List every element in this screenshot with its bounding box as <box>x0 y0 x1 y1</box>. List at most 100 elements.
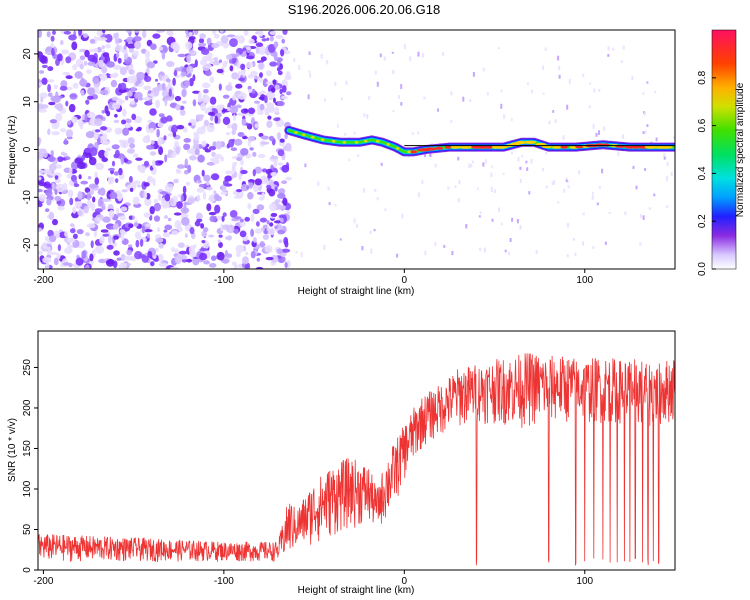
noise-blob <box>235 244 245 253</box>
noise-blob <box>158 242 164 249</box>
noise-blob <box>166 115 173 122</box>
noise-speck <box>362 187 365 193</box>
noise-speck <box>553 180 556 185</box>
noise-blob <box>215 140 223 150</box>
noise-blob <box>147 250 153 259</box>
ridge-core <box>311 135 315 139</box>
noise-blob <box>243 30 249 36</box>
noise-blob <box>277 162 284 166</box>
noise-blob <box>177 53 187 58</box>
noise-blob <box>80 89 85 97</box>
noise-blob <box>252 208 260 215</box>
noise-blob <box>172 77 176 86</box>
noise-speck <box>479 247 482 252</box>
noise-blob <box>47 84 51 93</box>
noise-blob <box>144 197 152 207</box>
noise-speck <box>542 65 545 70</box>
noise-blob <box>220 223 224 232</box>
noise-speck <box>567 223 569 228</box>
noise-blob <box>194 30 199 35</box>
noise-speck <box>504 249 507 253</box>
noise-blob <box>208 234 215 238</box>
noise-speck <box>519 166 522 170</box>
noise-blob <box>202 191 207 200</box>
noise-blob <box>270 172 278 177</box>
noise-blob <box>113 119 120 124</box>
noise-blob <box>194 148 200 156</box>
noise-blob <box>257 154 266 158</box>
noise-blob <box>232 94 237 101</box>
noise-blob <box>133 222 139 227</box>
noise-blob <box>67 120 72 126</box>
noise-blob <box>218 83 222 91</box>
spectrogram-x-ticks: -200 -100 0 100 <box>33 269 594 286</box>
noise-blob <box>226 34 236 38</box>
noise-blob <box>148 90 152 94</box>
noise-blob <box>86 111 96 119</box>
noise-blob <box>166 78 171 83</box>
noise-blob <box>258 62 264 70</box>
noise-blob <box>143 212 151 218</box>
noise-speck <box>457 198 460 203</box>
noise-blob <box>137 165 146 172</box>
noise-blob <box>99 129 104 134</box>
noise-blob <box>57 53 63 62</box>
noise-speck <box>508 251 510 255</box>
y-tick-label: 50 <box>22 523 33 535</box>
noise-blob <box>269 227 275 236</box>
noise-blob <box>286 91 292 96</box>
noise-speck <box>502 172 505 175</box>
noise-speck <box>308 51 311 56</box>
noise-blob <box>247 107 256 115</box>
noise-blob <box>171 230 179 235</box>
noise-blob <box>97 136 101 146</box>
noise-speck <box>327 186 330 191</box>
noise-speck <box>525 160 528 164</box>
noise-blob <box>181 71 187 77</box>
noise-blob <box>241 118 247 127</box>
noise-blob <box>134 231 142 240</box>
noise-blob <box>119 82 127 91</box>
noise-speck <box>323 98 326 102</box>
noise-blob <box>159 191 168 195</box>
noise-speck <box>451 250 454 256</box>
noise-blob <box>279 88 283 95</box>
y-tick-label: 0 <box>22 146 33 152</box>
noise-speck <box>486 92 489 96</box>
noise-speck <box>588 105 591 109</box>
noise-blob <box>128 215 133 220</box>
noise-blob <box>131 113 137 121</box>
noise-blob <box>252 237 257 243</box>
noise-blob <box>280 49 285 57</box>
noise-speck <box>477 187 479 190</box>
noise-blob <box>65 100 69 107</box>
noise-blob <box>201 240 206 244</box>
noise-blob <box>255 266 264 269</box>
noise-blob <box>105 259 115 267</box>
noise-blob <box>182 100 187 104</box>
ridge-core <box>625 145 635 149</box>
noise-blob <box>240 183 249 192</box>
noise-speck <box>632 165 635 170</box>
noise-blob <box>134 251 143 260</box>
noise-blob <box>188 245 195 255</box>
noise-blob <box>121 233 125 241</box>
noise-blob <box>259 72 263 78</box>
noise-blob <box>204 70 212 77</box>
noise-blob <box>51 131 61 136</box>
noise-blob <box>47 66 54 72</box>
noise-blob <box>94 177 100 185</box>
noise-blob <box>38 137 41 146</box>
noise-blob <box>115 178 119 184</box>
noise-blob <box>107 234 112 244</box>
noise-blob <box>184 80 190 86</box>
noise-blob <box>276 132 281 140</box>
noise-blob <box>158 113 165 118</box>
noise-speck <box>400 102 403 106</box>
noise-blob <box>135 157 143 161</box>
noise-blob <box>42 150 48 158</box>
noise-blob <box>128 175 133 183</box>
noise-blob <box>234 216 242 220</box>
noise-speck <box>548 120 551 125</box>
noise-blob <box>55 164 62 169</box>
